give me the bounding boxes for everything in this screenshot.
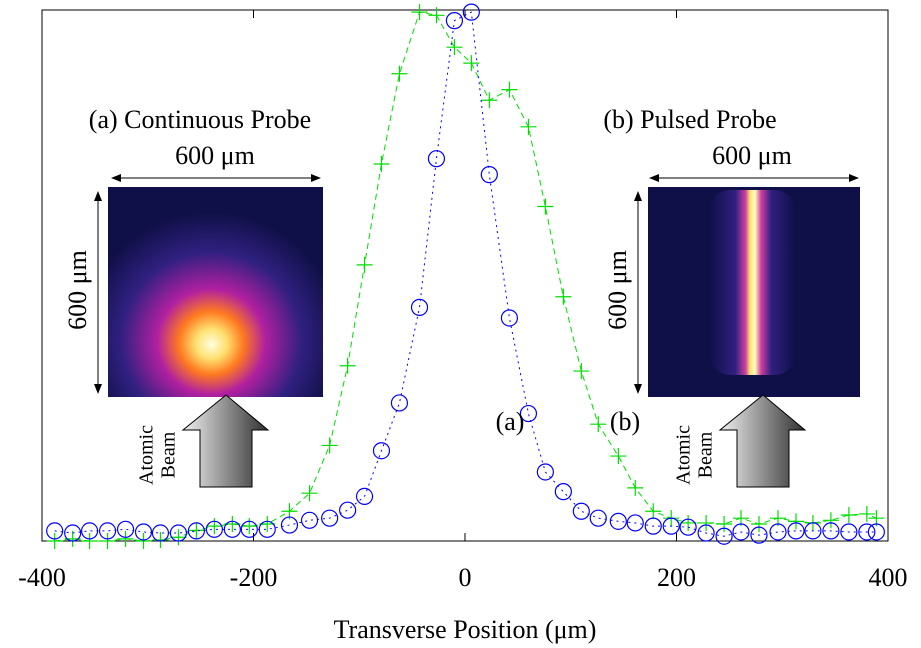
marker (340, 358, 356, 374)
marker (170, 529, 186, 545)
annotation: 600 μm (175, 141, 255, 170)
marker (373, 156, 389, 172)
annotation: 600 μm (603, 250, 632, 330)
marker (573, 363, 589, 379)
x-tick-label: 0 (459, 563, 472, 592)
marker (627, 480, 643, 496)
annotation: (a) (496, 407, 525, 436)
marker (391, 395, 407, 411)
annotation: 600 μm (63, 250, 92, 330)
marker (391, 66, 407, 82)
marker (322, 437, 338, 453)
marker (357, 257, 373, 273)
marker (555, 484, 571, 500)
marker (100, 533, 116, 549)
marker (82, 533, 98, 549)
marker (610, 448, 626, 464)
inset-b (638, 178, 860, 487)
marker (788, 513, 804, 529)
marker (302, 512, 318, 528)
marker (716, 516, 732, 532)
marker (241, 518, 257, 534)
marker (481, 92, 497, 108)
marker (868, 524, 884, 540)
marker (520, 119, 536, 135)
x-axis-label: Transverse Position (μm) (334, 615, 597, 644)
annotation: (a) Continuous Probe (89, 105, 311, 134)
marker (47, 533, 63, 549)
marker (501, 82, 517, 98)
x-tick-label: 400 (869, 563, 908, 592)
annotation: Atomic (136, 425, 158, 485)
marker (590, 510, 606, 526)
marker (428, 151, 444, 167)
x-tick-label: 200 (657, 563, 696, 592)
marker (590, 416, 606, 432)
marker (841, 507, 857, 523)
marker (412, 4, 428, 20)
annotation: Beam (158, 431, 180, 478)
annotation: Beam (695, 431, 717, 478)
x-tick-label: -400 (18, 563, 66, 592)
marker (206, 518, 222, 534)
marker (412, 299, 428, 315)
marker (481, 167, 497, 183)
marker (537, 198, 553, 214)
inset-a (98, 178, 323, 487)
marker (340, 502, 356, 518)
annotation: (b) Pulsed Probe (603, 105, 776, 134)
marker (501, 310, 517, 326)
x-tick-label: -200 (230, 563, 278, 592)
marker (698, 515, 714, 531)
marker (645, 503, 661, 519)
marker (573, 503, 589, 519)
marker (859, 506, 875, 522)
annotation: Atomic (673, 425, 695, 485)
marker (118, 531, 134, 547)
marker (152, 532, 168, 548)
annotation: 600 μm (712, 141, 792, 170)
marker (555, 289, 571, 305)
marker (136, 533, 152, 549)
annotation: (b) (610, 407, 640, 436)
chart: Transverse Position (μm) -400 -200 0 200 400… (0, 0, 921, 648)
marker (680, 515, 696, 531)
